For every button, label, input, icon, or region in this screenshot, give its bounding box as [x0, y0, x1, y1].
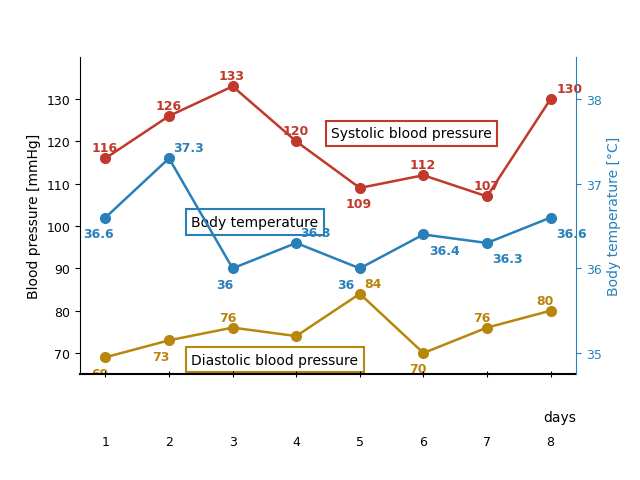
Text: 36.4: 36.4	[429, 244, 460, 257]
Text: 36.3: 36.3	[300, 227, 331, 240]
Text: 109: 109	[346, 198, 372, 211]
Text: Body temperature: Body temperature	[191, 216, 319, 229]
Y-axis label: Body temperature [°C]: Body temperature [°C]	[607, 136, 621, 296]
Text: 84: 84	[364, 277, 381, 290]
Text: 36: 36	[337, 278, 355, 291]
Text: 80: 80	[537, 294, 554, 307]
Text: 74: 74	[282, 346, 300, 359]
Text: 76: 76	[219, 311, 236, 324]
Text: 112: 112	[410, 159, 436, 172]
Text: 73: 73	[152, 350, 170, 363]
Y-axis label: Blood pressure [mmHg]: Blood pressure [mmHg]	[27, 133, 41, 299]
Text: 107: 107	[473, 180, 499, 193]
Text: Diastolic blood pressure: Diastolic blood pressure	[191, 353, 358, 367]
Text: days: days	[543, 410, 576, 425]
Text: 36.6: 36.6	[556, 228, 587, 240]
Text: Systolic blood pressure: Systolic blood pressure	[331, 127, 492, 141]
Text: 70: 70	[410, 363, 427, 376]
Text: 116: 116	[92, 142, 118, 155]
Text: 69: 69	[92, 367, 109, 380]
Text: 36.3: 36.3	[493, 253, 523, 266]
Text: 126: 126	[155, 100, 181, 113]
Text: 36.6: 36.6	[83, 228, 114, 240]
Text: 76: 76	[473, 311, 490, 324]
Text: 133: 133	[219, 70, 244, 83]
Text: 36: 36	[216, 278, 233, 291]
Text: 37.3: 37.3	[173, 142, 204, 155]
Text: 130: 130	[556, 83, 582, 96]
Text: 120: 120	[282, 125, 308, 138]
